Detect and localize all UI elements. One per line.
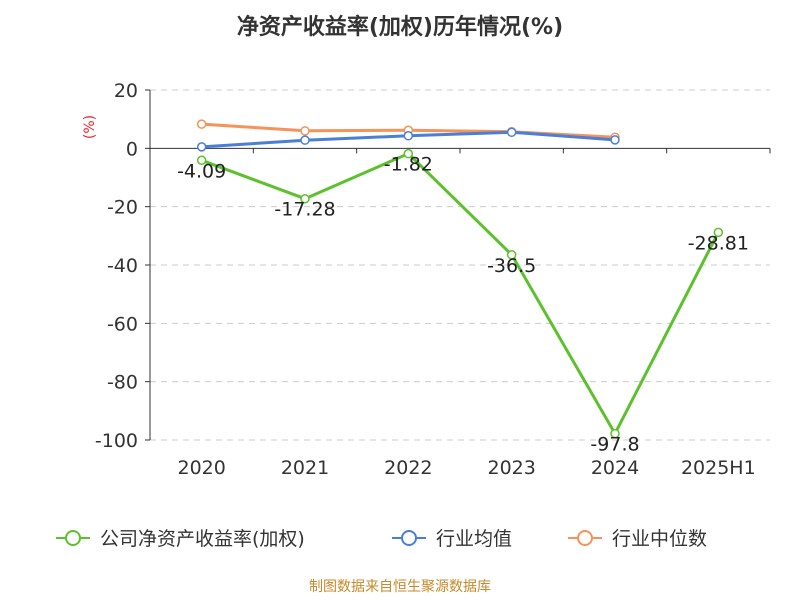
data-point bbox=[196, 119, 207, 129]
data-point bbox=[506, 127, 517, 138]
data-point bbox=[713, 227, 724, 238]
data-label: -28.81 bbox=[688, 232, 749, 254]
legend-label: 行业均值 bbox=[436, 528, 512, 550]
data-label: -36.5 bbox=[487, 255, 536, 277]
data-point bbox=[610, 428, 620, 439]
axes bbox=[145, 89, 771, 441]
legend: 公司净资产收益率(加权) 行业均值 行业中位数 bbox=[56, 528, 707, 550]
y-tick-label: -60 bbox=[107, 313, 138, 335]
data-point bbox=[506, 250, 517, 260]
data-label: -17.28 bbox=[274, 199, 335, 221]
data-label: -1.82 bbox=[384, 154, 433, 176]
legend-marker bbox=[65, 530, 81, 546]
data-point bbox=[300, 135, 310, 145]
x-tick-label: 2025H1 bbox=[681, 457, 756, 479]
data-label: -97.8 bbox=[590, 434, 639, 456]
data-point bbox=[196, 142, 207, 152]
legend-marker bbox=[401, 530, 417, 546]
data-point bbox=[403, 148, 414, 159]
data-labels: -4.09 -17.28 -1.82 -36.5 -97.8 -28.81 bbox=[177, 154, 749, 456]
legend-label: 公司净资产收益率(加权) bbox=[100, 528, 305, 550]
x-tick-labels: 2020 2021 2022 2023 2024 2025H1 bbox=[177, 457, 755, 479]
data-label: -4.09 bbox=[177, 160, 226, 182]
x-tick-label: 2023 bbox=[487, 457, 535, 479]
data-point bbox=[196, 155, 207, 166]
series-line bbox=[201, 152, 720, 436]
y-tick-label: -40 bbox=[107, 255, 138, 277]
legend-marker bbox=[577, 530, 593, 546]
legend-label: 行业中位数 bbox=[612, 528, 707, 550]
y-tick-label: -100 bbox=[95, 430, 138, 452]
y-axis-unit: (%) bbox=[82, 115, 98, 139]
data-point bbox=[300, 126, 310, 136]
x-tick-label: 2024 bbox=[591, 457, 639, 479]
y-tick-label: -20 bbox=[107, 197, 138, 219]
y-tick-label: 0 bbox=[126, 138, 138, 160]
x-tick-label: 2021 bbox=[281, 457, 329, 479]
series-lines bbox=[201, 122, 720, 436]
source-note: 制图数据来自恒生聚源数据库 bbox=[309, 579, 491, 595]
y-tick-label: -80 bbox=[107, 372, 138, 394]
y-tick-label: 20 bbox=[114, 80, 138, 102]
grid-lines bbox=[150, 89, 770, 441]
series-points bbox=[196, 119, 724, 439]
data-point bbox=[403, 131, 414, 141]
x-tick-label: 2022 bbox=[384, 457, 432, 479]
y-tick-labels: 20 0 -20 -40 -60 -80 -100 bbox=[95, 80, 138, 452]
data-point bbox=[610, 135, 620, 145]
x-tick-label: 2020 bbox=[177, 457, 225, 479]
data-point bbox=[300, 193, 310, 204]
chart-title: 净资产收益率(加权)历年情况(%) bbox=[237, 14, 563, 40]
